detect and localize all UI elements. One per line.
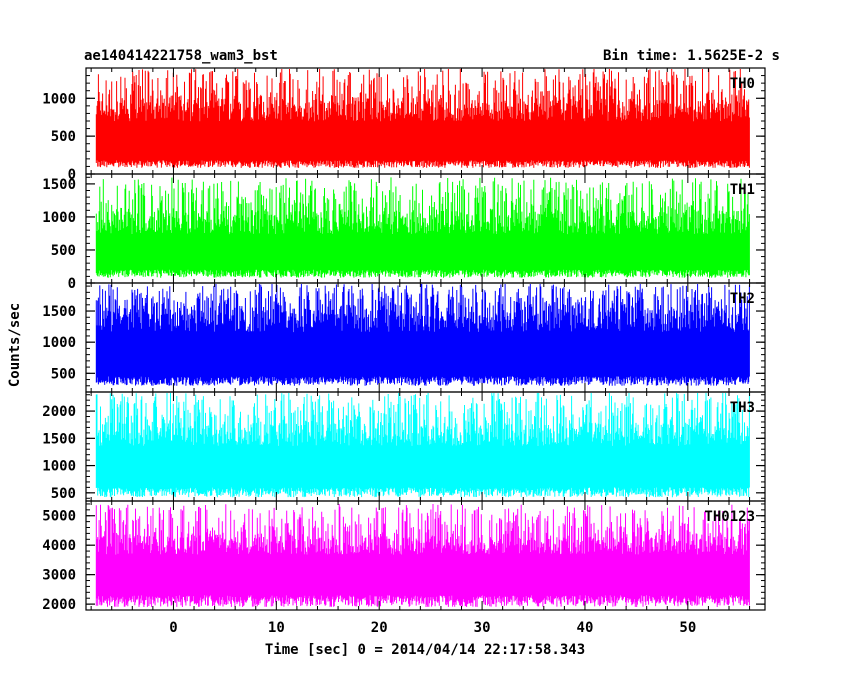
x-tick-label: 40 (577, 620, 594, 636)
y-tick-label-th3: 1500 (42, 431, 76, 447)
y-tick-label-th2: 1500 (42, 304, 76, 320)
x-tick-label: 30 (474, 620, 491, 636)
series-line-th0 (95, 69, 750, 168)
y-tick-label-th1: 0 (68, 276, 76, 292)
panel-label-th0: TH0 (730, 76, 755, 92)
chart-title: ae140414221758_wam3_bst (84, 48, 278, 64)
x-tick-label: 0 (169, 620, 177, 636)
y-tick-label-th1: 1000 (42, 210, 76, 226)
y-axis-label: Counts/sec (7, 303, 23, 387)
y-tick-label-th0123: 3000 (42, 568, 76, 584)
x-axis-label: Time [sec] 0 = 2014/04/14 22:17:58.343 (265, 642, 585, 658)
x-tick-label: 20 (371, 620, 388, 636)
series-line-th1 (95, 177, 750, 278)
x-tick-label: 10 (268, 620, 285, 636)
series-line-th0123 (95, 504, 750, 607)
y-tick-label-th2: 500 (51, 366, 76, 382)
panel-label-th0123: TH0123 (704, 509, 755, 525)
y-tick-label-th3: 1000 (42, 459, 76, 475)
y-tick-label-th1: 1500 (42, 177, 76, 193)
panel-label-th1: TH1 (730, 182, 755, 198)
y-tick-label-th2: 1000 (42, 335, 76, 351)
y-tick-label-th3: 2000 (42, 404, 76, 420)
y-tick-label-th0123: 4000 (42, 538, 76, 554)
y-tick-label-th3: 500 (51, 486, 76, 502)
y-tick-label-th0: 500 (51, 129, 76, 145)
y-tick-label-th1: 500 (51, 243, 76, 259)
panel-label-th2: TH2 (730, 291, 755, 307)
bin-time-label: Bin time: 1.5625E-2 s (603, 48, 780, 64)
panel-label-th3: TH3 (730, 400, 755, 416)
y-tick-label-th0123: 2000 (42, 597, 76, 613)
series-line-th2 (95, 284, 750, 386)
series-line-th3 (95, 393, 750, 498)
y-tick-label-th0: 1000 (42, 91, 76, 107)
y-tick-label-th0123: 5000 (42, 509, 76, 525)
y-tick-label-th0: 0 (68, 167, 76, 183)
panel-frame-th0123 (85, 500, 766, 611)
x-tick-label: 50 (679, 620, 696, 636)
